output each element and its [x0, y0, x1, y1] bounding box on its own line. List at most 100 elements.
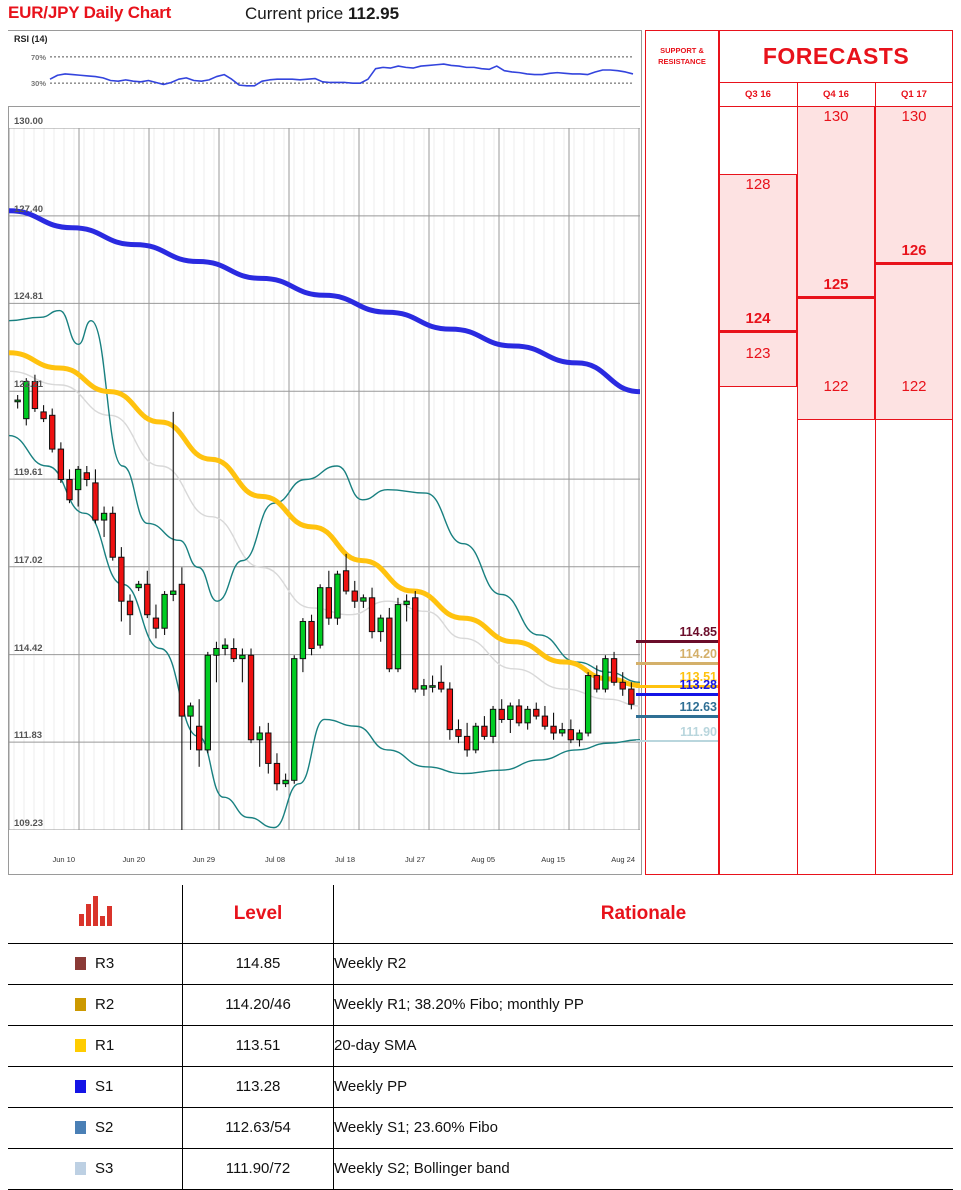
price-chart-plot [9, 128, 640, 830]
date-tick-label: Aug 24 [611, 855, 635, 864]
support-resistance-header-text: SUPPORT & RESISTANCE [658, 46, 706, 66]
sr-level-line-stub [636, 739, 646, 743]
level-value-cell: 113.51 [182, 1025, 334, 1067]
level-tag-cell: R3 [8, 943, 183, 985]
level-tag-label: S3 [95, 1160, 114, 1177]
forecast-lower-band [797, 296, 875, 421]
forecast-top-value: 130 [901, 108, 927, 125]
forecast-column-label: Q1 17 [901, 89, 927, 100]
rsi-panel: RSI (14) 70% 30% [8, 31, 640, 107]
forecast-top-value: 130 [823, 108, 849, 125]
sr-level-line [646, 739, 718, 743]
level-color-swatch [75, 998, 86, 1011]
forecast-panel [719, 30, 953, 875]
current-price-value: 112.95 [348, 4, 400, 23]
price-tick-label: 114.42 [14, 642, 43, 654]
column-header-level: Level [182, 885, 334, 944]
forecast-upper-band [797, 106, 875, 297]
level-tag-cell: R2 [8, 984, 183, 1026]
forecast-mid-value: 125 [823, 275, 849, 293]
level-tag-cell: S1 [8, 1066, 183, 1108]
forecast-mid-value: 126 [901, 242, 927, 260]
forecast-lower-band [719, 330, 797, 387]
price-tick-label: 130.00 [14, 116, 44, 127]
level-value-cell: 111.90/72 [182, 1148, 334, 1190]
price-tick-label: 117.02 [14, 554, 43, 566]
forecast-column-label: Q4 16 [823, 89, 849, 100]
forecast-column-label: Q3 16 [745, 89, 771, 100]
rationale-cell: Weekly S1; 23.60% Fibo [333, 1107, 953, 1149]
price-tick-label: 127.40 [14, 203, 44, 215]
forecast-column-header: Q1 17 [875, 83, 953, 107]
current-price-label: Current price [245, 4, 344, 23]
levels-table: Level Rationale R3 114.85 Weekly R2 R2 114.2… [8, 885, 953, 1190]
forecast-midpoint-line [797, 295, 875, 299]
level-value-cell: 114.85 [182, 943, 334, 985]
sr-level-line [646, 715, 718, 718]
level-tag-label: S1 [95, 1078, 114, 1095]
forecast-top-value: 128 [745, 175, 771, 193]
sr-level-value: 114.20 [679, 647, 717, 662]
date-tick-label: Jul 27 [404, 855, 425, 864]
level-tag-label: R2 [95, 996, 115, 1013]
table-header-row: Level Rationale [8, 885, 953, 944]
level-tag-cell: S2 [8, 1107, 183, 1149]
page-title: EUR/JPY Daily Chart [8, 3, 172, 22]
sr-level-value: 113.28 [679, 678, 717, 693]
rationale-cell: Weekly R2 [333, 943, 953, 985]
level-color-swatch [75, 1080, 86, 1093]
sr-level-value: 111.90 [680, 724, 717, 739]
price-tick-label: 122.21 [14, 379, 44, 391]
level-tag-label: S2 [95, 1119, 114, 1136]
sr-level-line-stub [636, 662, 646, 665]
svg-text:70%: 70% [31, 53, 46, 62]
level-value-cell: 112.63/54 [182, 1107, 334, 1149]
table-row: R2 114.20/46 Weekly R1; 38.20% Fibo; month… [8, 984, 953, 1026]
table-row: S3 111.90/72 Weekly S2; Bollinger band [8, 1148, 953, 1190]
forecast-column-header: Q4 16 [797, 83, 875, 107]
rsi-label: RSI (14) [14, 34, 48, 44]
date-tick-label: Jun 10 [52, 855, 75, 864]
sr-level-value: 114.85 [679, 625, 717, 640]
level-value-cell: 114.20/46 [182, 984, 334, 1026]
forecast-title-text: FORECASTS [762, 42, 910, 69]
price-tick-label: 109.23 [14, 818, 44, 829]
current-price: Current price 112.95 [245, 4, 399, 24]
rationale-cell: Weekly PP [333, 1066, 953, 1108]
table-body: R3 114.85 Weekly R2 R2 114.20/46 Weekly R1; 3… [8, 943, 953, 1190]
date-tick-label: Aug 05 [471, 855, 495, 864]
support-resistance-column [645, 30, 719, 875]
sr-level-line [646, 640, 718, 643]
sr-level-line [646, 662, 718, 665]
price-tick-label: 119.61 [14, 467, 43, 479]
header: EUR/JPY Daily Chart Current price 112.95 [0, 0, 961, 30]
date-tick-label: Aug 15 [541, 855, 565, 864]
forecast-mid-value: 124 [745, 309, 771, 327]
level-color-swatch [75, 1162, 86, 1175]
sr-level-line-stub [636, 715, 646, 718]
level-tag-label: R3 [95, 955, 115, 972]
support-resistance-header: SUPPORT & RESISTANCE [645, 30, 719, 83]
date-tick-label: Jun 20 [122, 855, 145, 864]
forecast-column-header: Q3 16 [719, 83, 797, 107]
price-tick-label: 111.83 [14, 730, 43, 742]
forecast-column-divider [875, 83, 876, 875]
level-tag-cell: R1 [8, 1025, 183, 1067]
forecast-midpoint-line [875, 262, 953, 266]
forecast-upper-band [719, 173, 797, 331]
forecast-column-divider [797, 83, 798, 875]
forecast-bottom-value: 122 [901, 378, 927, 396]
level-color-swatch [75, 1039, 86, 1052]
level-color-swatch [75, 957, 86, 970]
forecast-title: FORECASTS [719, 30, 953, 83]
sr-level-value: 113.51 [679, 670, 717, 685]
svg-text:30%: 30% [31, 79, 46, 88]
forecast-lower-band [875, 263, 953, 421]
sr-level-line-stub [636, 693, 646, 696]
sr-level-line [646, 685, 718, 688]
level-tag-cell: S3 [8, 1148, 183, 1190]
sr-level-value: 112.63 [679, 700, 717, 715]
bar-chart-icon [78, 896, 112, 927]
forecast-midpoint-line [719, 329, 797, 333]
